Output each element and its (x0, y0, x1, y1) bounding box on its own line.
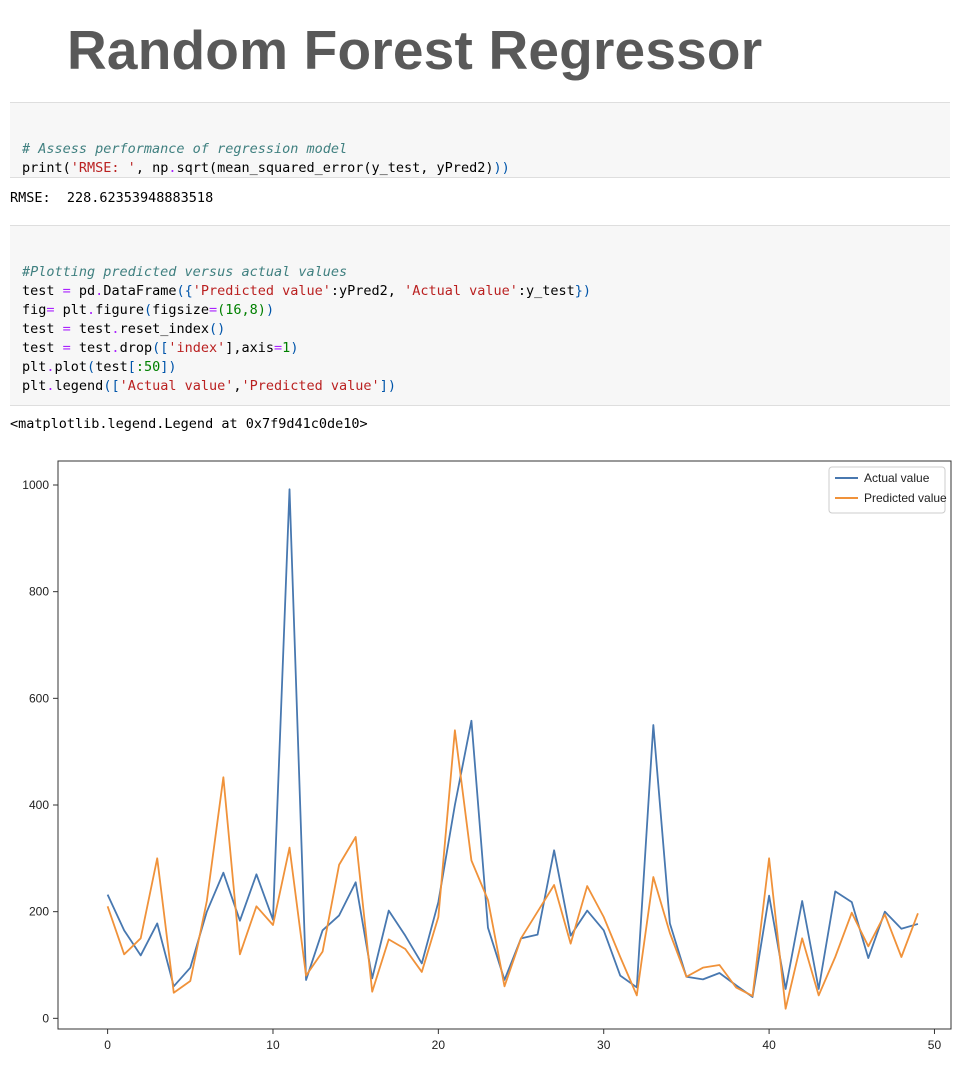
code-operator: = (62, 321, 71, 337)
code-token: test (95, 359, 128, 375)
code-token: sqrt(mean_squared_error(y_test, yPred2) (176, 160, 494, 176)
y-tick-label: 600 (29, 691, 49, 705)
code-line: fig= plt.figure(figsize=(16,8)) (22, 301, 950, 320)
code-operator: = (209, 302, 218, 318)
y-tick-label: 400 (29, 798, 49, 812)
line-chart: 0 10 20 30 40 50 0 200 400 600 800 1000 Actual valu… (22, 460, 952, 1052)
x-tick-label: 0 (104, 1038, 111, 1052)
code-string: 'Actual value' (404, 283, 518, 299)
code-token: pd (70, 283, 96, 299)
code-token: plt (22, 378, 47, 394)
code-number: 1 (282, 340, 291, 356)
series-lines (106, 488, 919, 1010)
code-token: plt (22, 359, 47, 375)
cell-output-legend: <matplotlib.legend.Legend at 0x7f9d41c0d… (10, 416, 368, 432)
code-token: legend (54, 378, 104, 394)
y-tick-label: 200 (29, 905, 49, 919)
code-string: 'Predicted value' (241, 378, 380, 394)
code-line: # Assess performance of regression model (22, 140, 950, 159)
code-operator: . (87, 302, 96, 318)
code-operator: . (111, 340, 120, 356)
code-paren: () (208, 321, 226, 337)
code-line: test = pd.DataFrame({'Predicted value':y… (22, 282, 950, 301)
code-token: test (22, 340, 63, 356)
code-line: plt.legend(['Actual value','Predicted va… (22, 377, 950, 396)
series-line-predicted (106, 729, 919, 1010)
y-tick-label: 0 (42, 1011, 49, 1025)
x-tick-label: 20 (432, 1038, 446, 1052)
y-tick-label: 800 (29, 585, 49, 599)
code-cell-plot[interactable]: #Plotting predicted versus actual values… (10, 225, 950, 406)
code-number: (16,8) (217, 302, 266, 318)
legend: Actual value Predicted value (828, 466, 947, 514)
code-operator: . (111, 321, 120, 337)
x-tick-label: 50 (928, 1038, 942, 1052)
x-tick-label: 30 (597, 1038, 611, 1052)
code-line: #Plotting predicted versus actual values (22, 263, 950, 282)
code-paren: ([ (103, 378, 120, 394)
code-operator: = (46, 302, 55, 318)
code-comment: # Assess performance of regression model (22, 141, 348, 157)
code-paren: ({ (176, 283, 193, 299)
code-paren: }) (574, 283, 592, 299)
code-operator: . (46, 359, 55, 375)
code-paren: ([ (152, 340, 169, 356)
code-paren: ) (265, 302, 275, 318)
code-line: test = test.reset_index() (22, 320, 950, 339)
x-tick-label: 10 (266, 1038, 280, 1052)
code-token: test (22, 321, 63, 337)
cell-output-rmse: RMSE: 228.62353948883518 (10, 190, 214, 206)
code-token: test (70, 321, 112, 337)
code-token: , np (135, 160, 169, 176)
code-paren: [ (127, 359, 136, 375)
code-paren: ) (290, 340, 299, 356)
code-token: fig (22, 302, 47, 318)
code-token: ],axis (225, 340, 275, 356)
code-token: test (70, 340, 112, 356)
code-token: plt (54, 302, 88, 318)
code-token: :yPred2, (330, 283, 405, 299)
code-string: 'Predicted value' (192, 283, 331, 299)
code-string: 'Actual value' (119, 378, 234, 394)
code-operator: = (274, 340, 283, 356)
code-token: test (22, 283, 63, 299)
slide-title: Random Forest Regressor (67, 19, 763, 81)
code-paren: ( (87, 359, 96, 375)
code-operator: = (62, 340, 71, 356)
plot-area (57, 460, 952, 1030)
code-token: figure (95, 302, 144, 318)
legend-label: Actual value (864, 471, 930, 485)
code-token: figsize (152, 302, 210, 318)
code-token: print( (22, 160, 71, 176)
code-token: drop (119, 340, 153, 356)
code-line: print('RMSE: ', np.sqrt(mean_squared_err… (22, 159, 950, 178)
code-paren: ]) (160, 359, 177, 375)
x-tick-label: 40 (762, 1038, 776, 1052)
axis-ticks: 0 10 20 30 40 50 0 200 400 600 800 1000 (22, 478, 941, 1052)
code-token: reset_index (119, 321, 209, 337)
code-line: test = test.drop(['index'],axis=1) (22, 339, 950, 358)
code-operator: . (168, 160, 177, 176)
code-token: plot (54, 359, 88, 375)
code-paren: ( (143, 302, 153, 318)
code-string: 'index' (168, 340, 226, 356)
series-line-actual (106, 488, 919, 998)
code-paren: )) (493, 160, 510, 176)
y-tick-label: 1000 (22, 478, 49, 492)
code-paren: ]) (379, 378, 396, 394)
code-cell-rmse[interactable]: # Assess performance of regression model… (10, 102, 950, 178)
code-operator: . (95, 283, 104, 299)
code-operator: = (62, 283, 71, 299)
code-string: 'RMSE: ' (70, 160, 136, 176)
code-operator: . (46, 378, 55, 394)
code-number: :50 (135, 359, 161, 375)
code-token: DataFrame (103, 283, 177, 299)
legend-label: Predicted value (864, 491, 947, 505)
code-line: plt.plot(test[:50]) (22, 358, 950, 377)
code-token: , (233, 378, 242, 394)
code-comment: #Plotting predicted versus actual values (22, 264, 348, 280)
code-token: :y_test (517, 283, 575, 299)
